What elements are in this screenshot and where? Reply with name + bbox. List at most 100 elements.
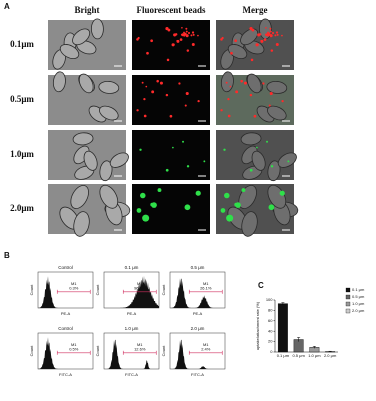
cell — [251, 150, 266, 171]
bead — [143, 97, 146, 101]
legend-label: 0.1 μm — [352, 287, 365, 292]
y-axis-label: Count — [95, 345, 100, 357]
bead — [229, 85, 232, 88]
bead — [258, 33, 262, 36]
cell — [267, 160, 281, 182]
bead — [192, 33, 195, 36]
bead — [182, 140, 184, 143]
histogram-title: 0.1 μm — [125, 265, 139, 270]
bead — [176, 39, 180, 43]
bead — [180, 33, 183, 36]
micrograph — [48, 184, 131, 237]
bead — [169, 114, 173, 118]
bead — [275, 43, 279, 47]
histogram — [170, 339, 225, 369]
cell — [241, 211, 258, 237]
bead — [178, 82, 181, 85]
bead — [184, 204, 191, 211]
panel-label: A — [4, 2, 10, 11]
bead — [262, 82, 265, 85]
bead — [266, 140, 268, 143]
panel-label: C — [258, 281, 264, 290]
x-tick-label: 0.5 μm — [292, 353, 305, 358]
bead — [191, 43, 195, 47]
bead — [143, 114, 147, 118]
bead — [263, 38, 267, 41]
cell — [240, 28, 259, 46]
cell — [52, 71, 66, 93]
bead — [141, 81, 144, 84]
micrograph — [132, 75, 210, 125]
bead — [191, 31, 195, 34]
histogram — [38, 276, 93, 308]
x-tick-label: 2.0 μm — [324, 353, 337, 358]
gate-percent: 26.1% — [200, 285, 212, 290]
legend-swatch — [345, 294, 351, 300]
cell — [70, 185, 89, 209]
row-label: 2.0μm — [10, 203, 34, 213]
bead — [268, 204, 275, 211]
y-tick-label: 100 — [266, 297, 273, 302]
y-tick-label: 60 — [268, 318, 273, 323]
cell — [72, 28, 91, 46]
bead — [227, 97, 230, 101]
bead — [269, 27, 272, 30]
cell — [227, 44, 248, 60]
row-label: 0.5μm — [10, 94, 34, 104]
bead — [269, 91, 273, 96]
micrograph — [216, 18, 294, 70]
micrograph — [48, 130, 129, 182]
bead — [136, 208, 142, 213]
bead — [142, 214, 150, 222]
cell — [277, 152, 297, 168]
gate-percent: 0.5% — [69, 346, 79, 351]
bead — [166, 58, 170, 62]
cell — [240, 132, 262, 146]
bead — [151, 90, 155, 94]
bead — [185, 30, 188, 33]
bead — [181, 26, 183, 29]
bead — [145, 85, 148, 88]
x-tick-label: 0.1 μm — [277, 353, 290, 358]
column-header: Bright — [74, 5, 99, 15]
bead — [225, 81, 228, 84]
bead — [269, 30, 272, 33]
bead — [240, 79, 243, 83]
bead — [256, 43, 259, 46]
bead — [220, 208, 226, 213]
cell — [78, 73, 94, 94]
histogram — [104, 339, 159, 369]
cell — [99, 160, 113, 182]
cell — [267, 105, 287, 121]
legend-label: 0.5 μm — [352, 294, 365, 299]
bead — [186, 165, 190, 168]
bead — [185, 27, 188, 30]
micrograph — [132, 20, 210, 70]
histogram-title: 1.0 μm — [125, 326, 139, 331]
cell — [59, 44, 80, 60]
bead — [235, 90, 239, 94]
bead — [276, 33, 279, 36]
bead — [223, 148, 226, 151]
bead — [271, 31, 275, 35]
cell — [266, 80, 288, 94]
bead — [172, 146, 174, 149]
bead — [241, 188, 246, 193]
cell — [99, 184, 119, 209]
bead — [174, 33, 178, 36]
cell — [109, 152, 129, 168]
row-label: 0.1μm — [10, 39, 34, 49]
legend-swatch — [345, 301, 351, 307]
bead — [279, 190, 285, 196]
histogram-title: Control — [58, 265, 73, 270]
bead — [220, 109, 223, 112]
legend-swatch — [345, 287, 351, 293]
bar — [277, 303, 288, 353]
micrograph — [48, 18, 126, 70]
bead — [165, 168, 169, 172]
x-axis-label: FITC-A — [191, 372, 204, 377]
bead — [140, 192, 146, 199]
bead — [136, 38, 139, 41]
gate-percent: 96.1% — [134, 285, 146, 290]
